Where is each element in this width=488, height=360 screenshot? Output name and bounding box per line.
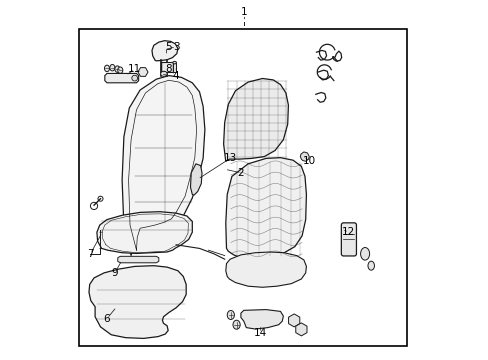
Bar [173,63,176,72]
Text: 6: 6 [103,314,110,324]
Text: 9: 9 [111,268,118,278]
Text: 2: 2 [237,168,244,178]
Polygon shape [225,252,306,287]
Text: 14: 14 [254,328,267,338]
Ellipse shape [360,248,369,260]
Ellipse shape [118,67,122,73]
Polygon shape [118,256,159,263]
Text: 11: 11 [128,64,141,74]
Text: 5: 5 [165,42,172,52]
Polygon shape [152,41,178,61]
Ellipse shape [160,71,167,76]
Text: 4: 4 [172,71,179,81]
Text: 3: 3 [172,42,179,52]
Ellipse shape [115,66,120,72]
Text: 10: 10 [302,156,315,166]
Polygon shape [241,310,283,329]
Circle shape [132,75,137,81]
Polygon shape [223,78,288,161]
Text: 7: 7 [87,249,94,259]
Polygon shape [225,158,306,260]
Polygon shape [89,266,186,338]
Ellipse shape [232,320,240,329]
Bar [161,62,172,72]
FancyBboxPatch shape [341,223,356,256]
Ellipse shape [367,261,374,270]
Ellipse shape [172,62,176,64]
Ellipse shape [104,65,109,72]
Polygon shape [97,212,192,253]
Ellipse shape [110,64,115,71]
Polygon shape [300,152,309,161]
Text: 1: 1 [241,6,247,17]
Text: 12: 12 [342,227,355,237]
Text: 8: 8 [165,64,172,74]
Bar [79,29,406,346]
Polygon shape [190,164,202,195]
Polygon shape [122,76,204,256]
Ellipse shape [227,310,234,320]
Polygon shape [104,73,139,83]
Text: 13: 13 [223,153,236,163]
